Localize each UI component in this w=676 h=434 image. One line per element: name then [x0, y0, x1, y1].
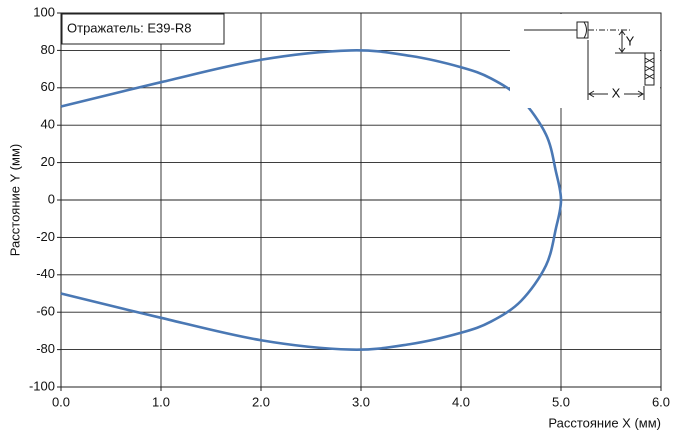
x-tick-label: 6.0: [652, 394, 670, 409]
x-axis-label: Расстояние X (мм): [548, 415, 661, 430]
y-tick-label: 60: [41, 79, 55, 94]
y-tick-label: 20: [41, 154, 55, 169]
x-tick-label: 3.0: [352, 394, 370, 409]
x-tick-label: 0.0: [52, 394, 70, 409]
y-tick-label: -40: [36, 266, 55, 281]
y-tick-label: 100: [33, 4, 55, 19]
annotation-box: [61, 13, 225, 45]
y-tick-label: 0: [48, 191, 55, 206]
y-tick-label: -80: [36, 341, 55, 356]
y-tick-label: -100: [29, 378, 55, 393]
inset-diagram: [510, 14, 660, 108]
data-line: [60, 49, 563, 351]
y-tick-label: -60: [36, 304, 55, 319]
x-tick-label: 2.0: [252, 394, 270, 409]
y-axis-label: Расстояние Y (мм): [7, 144, 22, 256]
x-tick-label: 1.0: [152, 394, 170, 409]
annotation: Отражатель: E39-R8: [67, 20, 191, 35]
y-tick-label: -20: [36, 229, 55, 244]
y-tick-label: 40: [41, 117, 55, 132]
y-tick-label: 80: [41, 42, 55, 57]
x-tick-label: 5.0: [552, 394, 570, 409]
x-tick-label: 4.0: [452, 394, 470, 409]
inset-label: Y: [626, 33, 635, 48]
inset-label: X: [612, 85, 621, 100]
